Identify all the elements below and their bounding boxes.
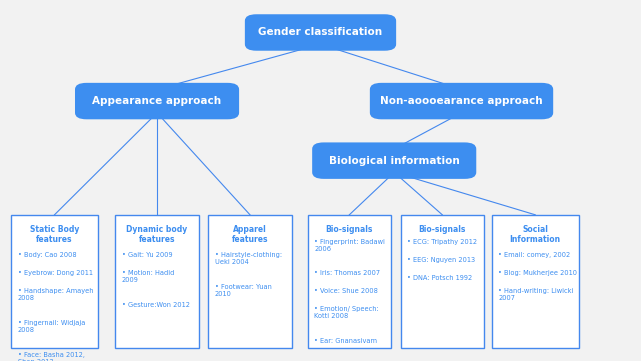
FancyBboxPatch shape — [492, 215, 578, 348]
FancyBboxPatch shape — [312, 142, 476, 179]
Text: Social
Information: Social Information — [510, 225, 561, 244]
FancyBboxPatch shape — [308, 215, 391, 348]
Text: Appearance approach: Appearance approach — [92, 96, 222, 106]
Text: • Gesture:Won 2012: • Gesture:Won 2012 — [122, 302, 190, 308]
Text: Apparel
features: Apparel features — [232, 225, 268, 244]
Text: Dynamic body
features: Dynamic body features — [126, 225, 188, 244]
Text: • Handshape: Amayeh
2008: • Handshape: Amayeh 2008 — [18, 288, 93, 301]
Text: • Ear: Gnanasivam: • Ear: Gnanasivam — [314, 338, 377, 344]
Text: • Blog: Mukherjee 2010: • Blog: Mukherjee 2010 — [499, 270, 578, 277]
Text: • Gait: Yu 2009: • Gait: Yu 2009 — [122, 252, 172, 258]
Text: • Hairstyle-clothing:
Ueki 2004: • Hairstyle-clothing: Ueki 2004 — [215, 252, 282, 265]
Text: • Motion: Hadid
2009: • Motion: Hadid 2009 — [122, 270, 174, 283]
FancyBboxPatch shape — [245, 14, 396, 51]
Text: • EEG: Nguyen 2013: • EEG: Nguyen 2013 — [407, 257, 475, 263]
Text: Non-aoooearance approach: Non-aoooearance approach — [380, 96, 543, 106]
Text: Bio-signals: Bio-signals — [326, 225, 373, 234]
Text: • Hand-writing: Liwicki
2007: • Hand-writing: Liwicki 2007 — [499, 288, 574, 301]
Text: Static Body
features: Static Body features — [29, 225, 79, 244]
Text: Gender classification: Gender classification — [258, 27, 383, 38]
FancyBboxPatch shape — [75, 83, 239, 119]
FancyBboxPatch shape — [115, 215, 199, 348]
Text: • Fingerprint: Badawi
2006: • Fingerprint: Badawi 2006 — [314, 239, 385, 252]
Text: • Eyebrow: Dong 2011: • Eyebrow: Dong 2011 — [18, 270, 93, 277]
Text: • Iris: Thomas 2007: • Iris: Thomas 2007 — [314, 270, 380, 277]
FancyBboxPatch shape — [370, 83, 553, 119]
Text: • Body: Cao 2008: • Body: Cao 2008 — [18, 252, 76, 258]
Text: Bio-signals: Bio-signals — [419, 225, 466, 234]
FancyBboxPatch shape — [401, 215, 484, 348]
Text: • Email: comey, 2002: • Email: comey, 2002 — [499, 252, 570, 258]
Text: • Footwear: Yuan
2010: • Footwear: Yuan 2010 — [215, 284, 272, 297]
Text: • DNA: Potsch 1992: • DNA: Potsch 1992 — [407, 275, 472, 281]
FancyBboxPatch shape — [208, 215, 292, 348]
Text: • Emotion/ Speech:
Kotti 2008: • Emotion/ Speech: Kotti 2008 — [314, 306, 379, 319]
FancyBboxPatch shape — [12, 215, 98, 348]
Text: Biological information: Biological information — [329, 156, 460, 166]
Text: • Face: Basha 2012,
Shan 2013: • Face: Basha 2012, Shan 2013 — [18, 352, 85, 361]
Text: • Fingernail: Widjaja
2008: • Fingernail: Widjaja 2008 — [18, 320, 85, 333]
Text: • Voice: Shue 2008: • Voice: Shue 2008 — [314, 288, 378, 295]
Text: • ECG: Tripathy 2012: • ECG: Tripathy 2012 — [407, 239, 477, 245]
